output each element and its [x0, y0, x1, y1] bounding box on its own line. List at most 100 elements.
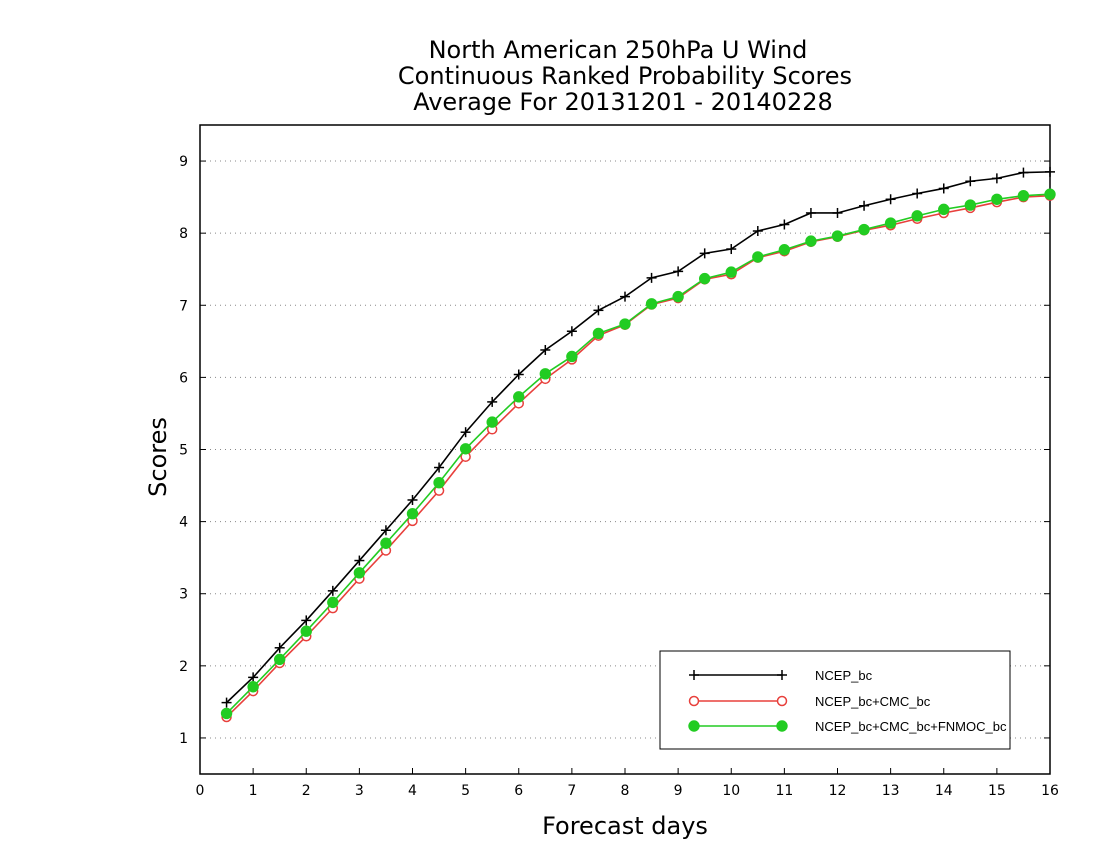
x-tick-label: 10 — [722, 783, 740, 799]
data-point — [380, 525, 391, 536]
data-point — [220, 707, 233, 720]
y-tick-label: 6 — [179, 370, 188, 386]
x-tick-label: 9 — [674, 783, 683, 799]
series-line — [226, 194, 1051, 718]
data-point — [965, 176, 976, 187]
y-tick-label: 9 — [179, 154, 188, 170]
data-point — [327, 585, 338, 596]
data-point — [221, 697, 232, 708]
data-point — [593, 305, 604, 316]
data-point — [725, 266, 737, 278]
data-point — [778, 244, 791, 256]
data-point — [300, 625, 312, 637]
data-point — [885, 194, 896, 205]
data-point — [274, 642, 285, 653]
series-line — [226, 171, 1051, 704]
y-tick-label: 5 — [179, 443, 188, 459]
data-point — [858, 223, 870, 236]
data-point — [911, 210, 923, 222]
data-point — [592, 327, 605, 340]
y-tick-label: 8 — [179, 226, 188, 242]
legend-marker — [777, 670, 787, 680]
legend-label: NCEP_bc+CMC_bc+FNMOC_bc — [815, 719, 1007, 734]
y-tick-label: 2 — [179, 659, 188, 675]
x-tick-label: 16 — [1041, 783, 1059, 799]
data-point — [1045, 166, 1055, 177]
series-1 — [221, 190, 1056, 723]
x-tick-label: 6 — [514, 783, 523, 799]
data-point — [672, 290, 684, 303]
data-point — [460, 427, 471, 438]
data-point — [273, 653, 286, 666]
data-point — [752, 226, 763, 237]
series-layer — [220, 166, 1056, 723]
series-line — [225, 193, 1051, 714]
data-point — [434, 462, 445, 473]
data-point — [407, 494, 418, 505]
y-tick-label: 7 — [179, 298, 188, 314]
x-tick-label: 5 — [461, 783, 470, 799]
data-point — [539, 368, 552, 380]
x-axis-label: Forecast days — [542, 812, 708, 840]
x-tick-label: 13 — [882, 783, 900, 799]
x-tick-label: 15 — [988, 783, 1006, 799]
data-point — [884, 217, 897, 229]
data-point — [991, 173, 1002, 184]
data-point — [646, 272, 657, 283]
x-tick-label: 7 — [567, 783, 576, 799]
series-0 — [221, 166, 1055, 708]
data-point — [991, 193, 1003, 205]
legend-marker — [688, 720, 700, 732]
data-point — [301, 615, 312, 626]
data-point — [1017, 189, 1030, 202]
data-point — [673, 266, 684, 277]
data-point — [247, 681, 259, 693]
data-point — [619, 318, 631, 330]
data-point — [752, 251, 764, 263]
x-tick-label: 11 — [775, 783, 793, 799]
legend-entry-1: NCEP_bc+CMC_bc — [688, 694, 931, 709]
data-point — [354, 555, 365, 566]
data-point — [327, 596, 339, 609]
data-point — [831, 230, 844, 242]
x-tick-label: 0 — [196, 783, 205, 799]
data-point — [1018, 167, 1029, 178]
data-point — [805, 235, 817, 247]
x-tick-label: 4 — [408, 783, 417, 799]
data-point — [566, 350, 578, 363]
data-point — [353, 567, 366, 579]
data-point — [459, 443, 472, 455]
data-point — [698, 272, 711, 285]
title-line-3: Average For 20131201 - 20140228 — [413, 88, 833, 116]
x-tick-label: 2 — [302, 783, 311, 799]
data-point — [912, 188, 923, 199]
gridlines — [200, 160, 1050, 739]
legend-label: NCEP_bc+CMC_bc — [815, 694, 931, 709]
data-point — [513, 391, 525, 403]
data-point — [805, 207, 816, 218]
data-point — [832, 207, 843, 218]
y-tick-label: 4 — [179, 515, 188, 531]
data-point — [487, 396, 498, 407]
y-axis-label: Scores — [144, 417, 172, 497]
data-point — [726, 244, 737, 255]
legend-box — [659, 650, 1011, 750]
data-point — [779, 219, 790, 230]
title-line-2: Continuous Ranked Probability Scores — [398, 62, 852, 90]
x-tick-label: 12 — [829, 783, 847, 799]
data-point — [699, 248, 710, 259]
x-axis: 0 1 2 3 4 5 6 7 8 9 10 11 12 13 14 15 16 — [196, 768, 1059, 799]
y-axis: 1 2 3 4 5 6 7 8 9 — [179, 154, 1050, 747]
data-point — [248, 672, 259, 683]
data-point — [964, 199, 977, 211]
legend: NCEP_bc NCEP_bc+CMC_bc NCEP_bc+CMC_bc+FNMO… — [659, 650, 1011, 750]
data-point — [380, 537, 392, 549]
data-point — [566, 326, 577, 337]
legend-marker — [689, 670, 699, 680]
data-point — [938, 183, 949, 194]
y-tick-label: 1 — [179, 731, 188, 747]
data-point — [406, 507, 419, 520]
legend-label: NCEP_bc — [815, 668, 873, 683]
y-tick-label: 3 — [179, 587, 188, 603]
x-tick-label: 1 — [249, 783, 258, 799]
